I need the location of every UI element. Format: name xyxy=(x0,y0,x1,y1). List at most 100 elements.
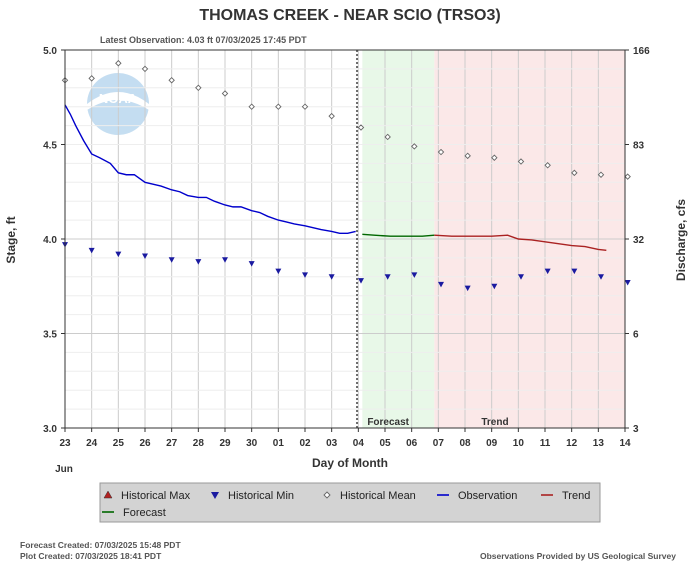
y2-tick-label: 166 xyxy=(633,46,650,57)
x-axis-label: Day of Month xyxy=(312,456,388,470)
historical-min-point xyxy=(464,285,471,292)
historical-mean-point xyxy=(141,65,149,73)
historical-min-point xyxy=(222,257,228,263)
usgs-credit: Observations Provided by US Geological S… xyxy=(480,551,676,561)
y-tick-label: 4.0 xyxy=(43,235,57,246)
historical-mean-point xyxy=(248,103,255,110)
historical-mean-point xyxy=(88,75,95,82)
x-tick-label: 14 xyxy=(619,438,631,449)
historical-min-point xyxy=(302,272,308,278)
series-layer xyxy=(61,59,631,292)
historical-min-point xyxy=(88,247,95,254)
legend-label-forecast: Forecast xyxy=(123,507,166,519)
historical-min-point xyxy=(358,278,364,284)
x-tick-label: 26 xyxy=(139,438,151,449)
y-tick-label: 5.0 xyxy=(43,46,57,57)
latest-observation: Latest Observation: 4.03 ft 07/03/2025 1… xyxy=(100,35,307,45)
observation-line xyxy=(64,104,356,235)
y2-tick-label: 3 xyxy=(633,424,639,435)
historical-min-point xyxy=(384,274,391,280)
historical-mean-point xyxy=(384,133,391,141)
historical-min-point xyxy=(571,268,578,275)
historical-mean-point xyxy=(357,124,365,131)
legend-box xyxy=(99,482,601,523)
historical-mean-point xyxy=(195,84,202,92)
historical-min-point xyxy=(411,272,418,278)
historical-mean-point xyxy=(544,162,551,169)
x-tick-label: 12 xyxy=(566,438,578,449)
x-tick-label: 11 xyxy=(540,438,551,449)
x-tick-label: 08 xyxy=(459,438,471,449)
historical-mean-point xyxy=(328,112,335,120)
historical-mean-point xyxy=(168,77,175,84)
x-tick-label: 03 xyxy=(326,438,338,449)
x-tick-label: 29 xyxy=(219,438,231,449)
x-tick-label: 25 xyxy=(113,438,125,449)
forecast-zone-label: Forecast xyxy=(367,417,409,428)
x-tick-label: 04 xyxy=(353,438,365,449)
historical-min-point xyxy=(248,261,255,267)
historical-mean-point xyxy=(115,59,122,67)
historical-min-point xyxy=(115,251,122,258)
legend-marker-historical-min xyxy=(211,492,219,499)
legend-label-historical-min: Historical Min xyxy=(228,490,294,502)
trend-line xyxy=(434,234,607,252)
x-tick-label: 28 xyxy=(193,438,205,449)
historical-min-point xyxy=(168,257,175,263)
plot-created: Plot Created: 07/03/2025 18:41 PDT xyxy=(20,551,162,561)
x-tick-label: 10 xyxy=(513,438,525,449)
historical-min-point xyxy=(491,283,498,290)
x-tick-label: 24 xyxy=(86,438,98,449)
y-tick-label: 3.0 xyxy=(43,424,57,435)
y-axis-label: Stage, ft xyxy=(4,216,18,263)
y2-axis-label: Discharge, cfs xyxy=(674,199,688,281)
x-tick-label: 30 xyxy=(246,438,258,449)
x-tick-label: 05 xyxy=(379,438,391,449)
historical-mean-point xyxy=(464,152,471,160)
x-tick-label: 13 xyxy=(593,438,605,449)
x-tick-label: 06 xyxy=(406,438,418,449)
x-tick-label: 07 xyxy=(433,438,445,449)
historical-mean-point xyxy=(221,90,229,97)
historical-min-point xyxy=(275,268,282,275)
historical-min-point xyxy=(438,281,444,288)
historical-mean-point xyxy=(301,103,309,110)
historical-mean-point xyxy=(437,148,445,156)
historical-min-point xyxy=(142,253,148,260)
legend: Historical Max Historical Min Historical M… xyxy=(99,482,601,523)
axes: 23 24 25 26 27 28 29 30 01 02 03 04 05 06 07 08 09 10 11 12… xyxy=(43,46,650,449)
x-tick-label: 01 xyxy=(273,438,285,449)
zone-labels: Forecast Trend xyxy=(367,417,508,428)
x-tick-label: 23 xyxy=(59,438,71,449)
historical-mean-point xyxy=(597,171,605,178)
historical-mean-point xyxy=(275,103,282,110)
month-label: Jun xyxy=(55,464,73,475)
historical-mean-point xyxy=(571,169,578,177)
historical-mean-point xyxy=(491,154,498,161)
legend-label-trend: Trend xyxy=(562,490,590,502)
trend-zone-label: Trend xyxy=(481,417,508,428)
historical-mean-point xyxy=(517,158,525,165)
forecast-line xyxy=(362,233,435,237)
legend-marker-historical-mean xyxy=(323,491,331,499)
legend-label-historical-max: Historical Max xyxy=(121,490,191,502)
grid-lines xyxy=(65,49,625,429)
x-tick-label: 27 xyxy=(166,438,178,449)
historical-mean-point xyxy=(624,173,631,180)
y2-tick-label: 6 xyxy=(633,330,639,341)
historical-min-point xyxy=(328,274,335,280)
y2-tick-label: 83 xyxy=(633,141,645,152)
legend-label-observation: Observation xyxy=(458,490,517,502)
historical-min-point xyxy=(598,274,604,280)
chart-title: THOMAS CREEK - NEAR SCIO (TRSO3) xyxy=(199,7,500,24)
y-tick-label: 3.5 xyxy=(43,330,57,341)
historical-min-point xyxy=(195,259,202,265)
historical-min-point xyxy=(544,268,551,275)
historical-mean-point xyxy=(411,143,418,150)
y2-tick-label: 32 xyxy=(633,235,645,246)
x-tick-label: 02 xyxy=(299,438,311,449)
legend-label-historical-mean: Historical Mean xyxy=(340,490,416,502)
legend-marker-historical-max xyxy=(103,490,113,499)
x-tick-label: 09 xyxy=(486,438,498,449)
